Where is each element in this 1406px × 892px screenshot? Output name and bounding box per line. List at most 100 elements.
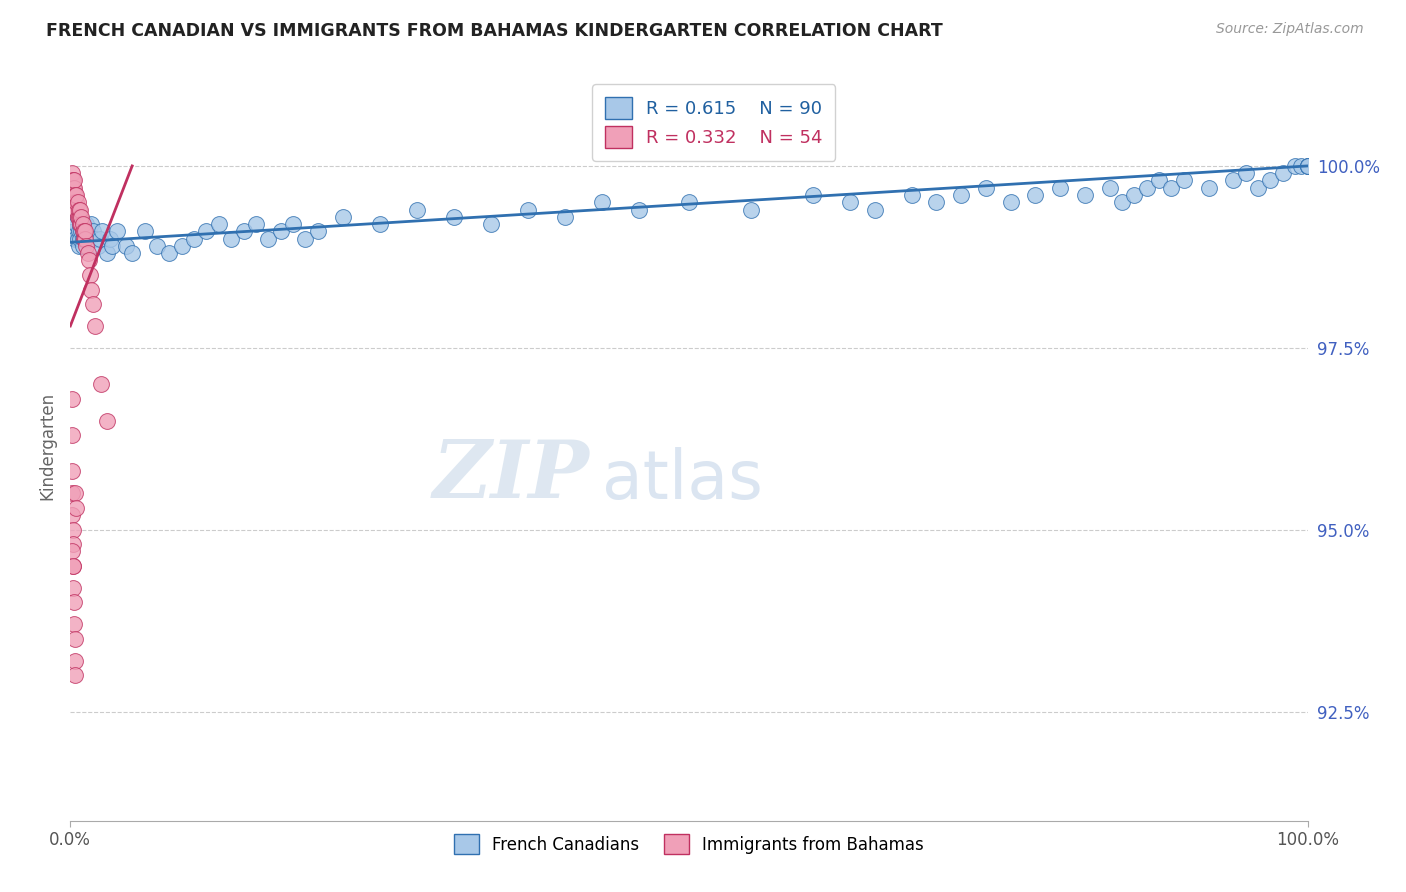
Point [1000,195,1022,210]
Point [65,188,87,202]
Point [60,465,83,479]
Point [281,217,304,231]
Point [73,232,96,246]
Point [65,486,87,500]
Point [1123,188,1146,202]
Point [66,210,89,224]
Point [1098,180,1121,194]
Point [62,581,84,595]
Point [72,239,94,253]
Point [294,232,316,246]
Point [740,202,762,217]
Point [307,224,329,238]
Point [75,232,97,246]
Point [84,318,107,333]
Point [257,232,280,246]
Point [405,202,427,217]
Point [170,239,193,253]
Point [70,224,93,238]
Point [678,195,700,210]
Point [1049,180,1071,194]
Point [65,232,87,246]
Point [75,224,97,238]
Point [232,224,254,238]
Point [801,188,824,202]
Point [1234,166,1257,180]
Point [65,202,87,217]
Point [479,217,502,231]
Point [121,246,143,260]
Point [69,217,91,231]
Point [1296,159,1319,173]
Point [1074,188,1097,202]
Point [63,180,86,194]
Point [554,210,576,224]
Point [65,195,87,210]
Point [62,559,84,574]
Point [208,217,231,231]
Point [1271,166,1294,180]
Point [63,617,86,632]
Text: atlas: atlas [602,447,763,513]
Point [1160,180,1182,194]
Point [76,232,98,246]
Point [82,224,104,238]
Point [115,239,138,253]
Point [443,210,465,224]
Point [245,217,267,231]
Point [90,377,112,392]
Point [65,500,87,515]
Point [66,232,89,246]
Point [925,195,948,210]
Point [60,166,83,180]
Point [80,217,103,231]
Point [134,224,156,238]
Point [62,180,84,194]
Point [105,224,128,238]
Point [72,232,94,246]
Point [66,210,89,224]
Point [66,195,89,210]
Point [67,202,90,217]
Point [72,224,94,238]
Point [900,188,922,202]
Point [1284,159,1306,173]
Point [79,232,101,246]
Point [72,224,94,238]
Point [62,559,84,574]
Point [75,232,97,246]
Point [65,668,87,682]
Point [65,217,87,231]
Point [69,202,91,217]
Point [1198,180,1220,194]
Point [98,232,121,246]
Point [1147,173,1170,187]
Point [517,202,540,217]
Point [65,195,87,210]
Point [974,180,997,194]
Point [591,195,613,210]
Point [63,654,86,668]
Point [1024,188,1046,202]
Point [62,173,84,187]
Point [1222,173,1244,187]
Point [60,544,83,558]
Point [73,232,96,246]
Point [73,224,96,238]
Point [1296,159,1319,173]
Point [950,188,973,202]
Point [84,232,107,246]
Point [91,224,114,238]
Point [75,217,97,231]
Point [1247,180,1270,194]
Point [60,428,83,442]
Point [96,413,118,427]
Point [96,246,118,260]
Point [80,283,103,297]
Point [70,210,93,224]
Point [1296,159,1319,173]
Point [368,217,391,231]
Text: FRENCH CANADIAN VS IMMIGRANTS FROM BAHAMAS KINDERGARTEN CORRELATION CHART: FRENCH CANADIAN VS IMMIGRANTS FROM BAHAM… [46,22,943,40]
Point [63,632,86,646]
Point [73,217,96,231]
